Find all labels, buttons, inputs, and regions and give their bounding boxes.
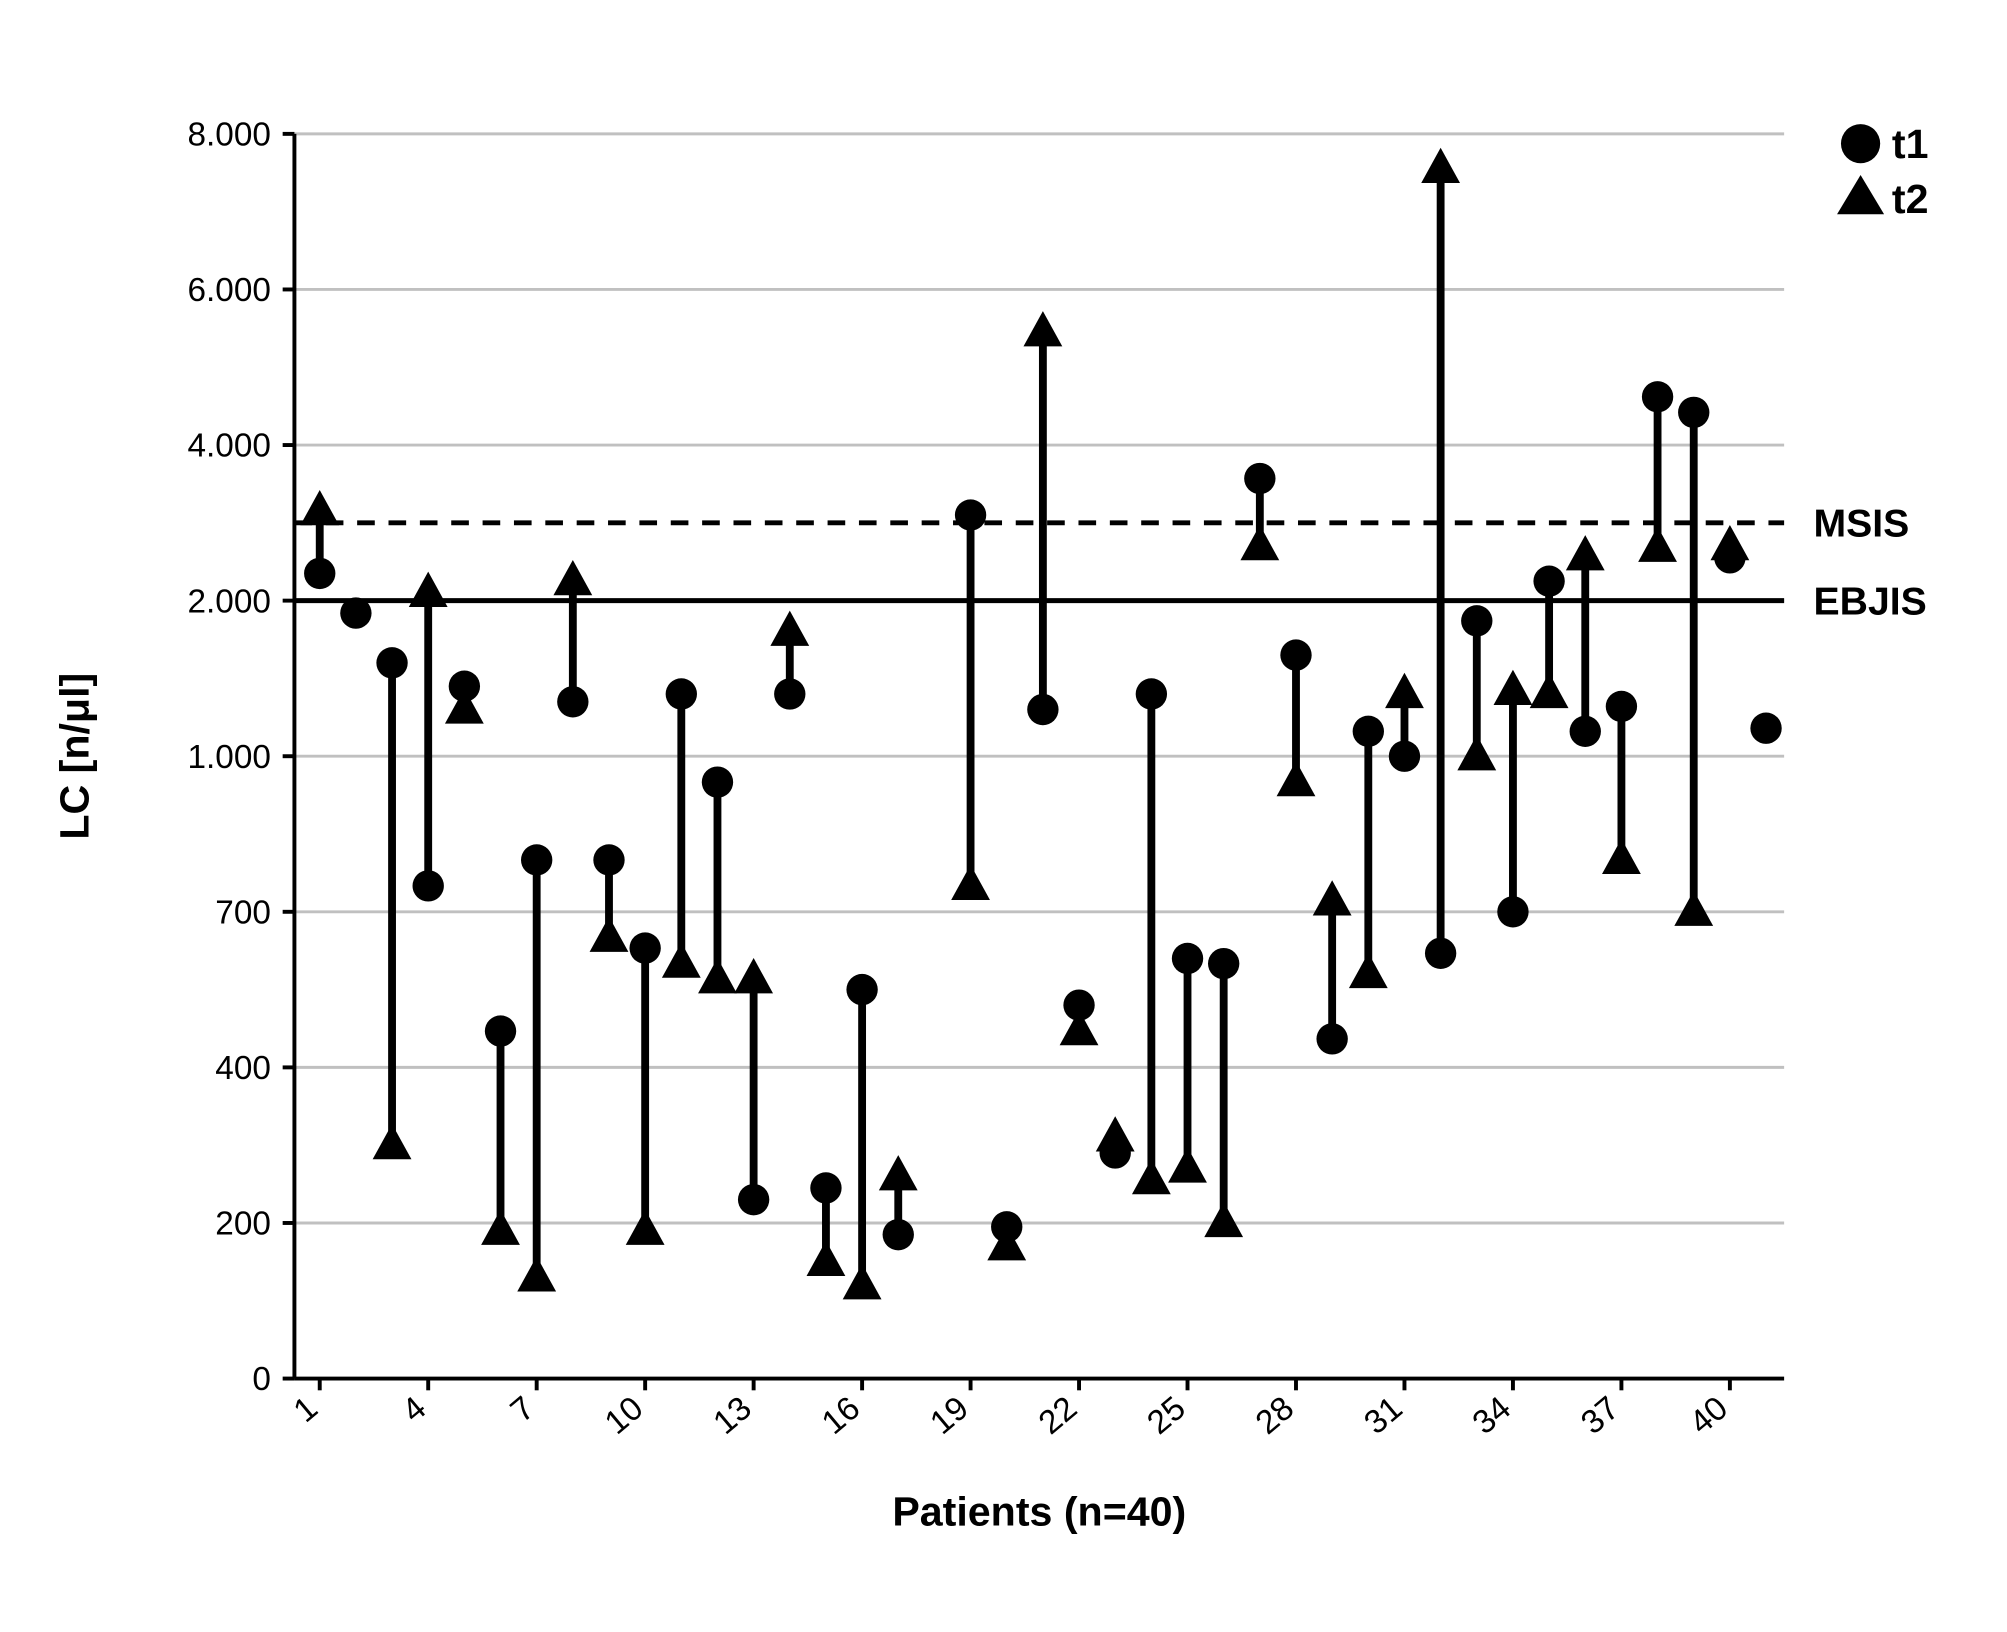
svg-text:0: 0 — [252, 1361, 271, 1398]
svg-text:200: 200 — [215, 1206, 271, 1243]
svg-text:1.000: 1.000 — [188, 739, 271, 776]
svg-text:LC [n/μl]: LC [n/μl] — [52, 673, 98, 840]
svg-text:2.000: 2.000 — [188, 583, 271, 620]
svg-text:700: 700 — [215, 894, 271, 931]
svg-text:t1: t1 — [1892, 121, 1929, 167]
svg-text:t2: t2 — [1892, 176, 1929, 222]
chart-svg: EBJIS MSIS 0 200 400 700 1.000 2.000 4.000 6.000 8… — [20, 20, 1987, 1612]
svg-text:6.000: 6.000 — [188, 272, 271, 309]
svg-text:MSIS: MSIS — [1814, 503, 1910, 546]
svg-text:4.000: 4.000 — [188, 428, 271, 465]
chart-container: EBJIS MSIS 0 200 400 700 1.000 2.000 4.000 6.000 8… — [20, 20, 1987, 1612]
svg-text:8.000: 8.000 — [188, 117, 271, 154]
svg-text:400: 400 — [215, 1050, 271, 1087]
svg-text:Patients (n=40): Patients (n=40) — [892, 1489, 1186, 1535]
svg-text:EBJIS: EBJIS — [1814, 580, 1927, 623]
